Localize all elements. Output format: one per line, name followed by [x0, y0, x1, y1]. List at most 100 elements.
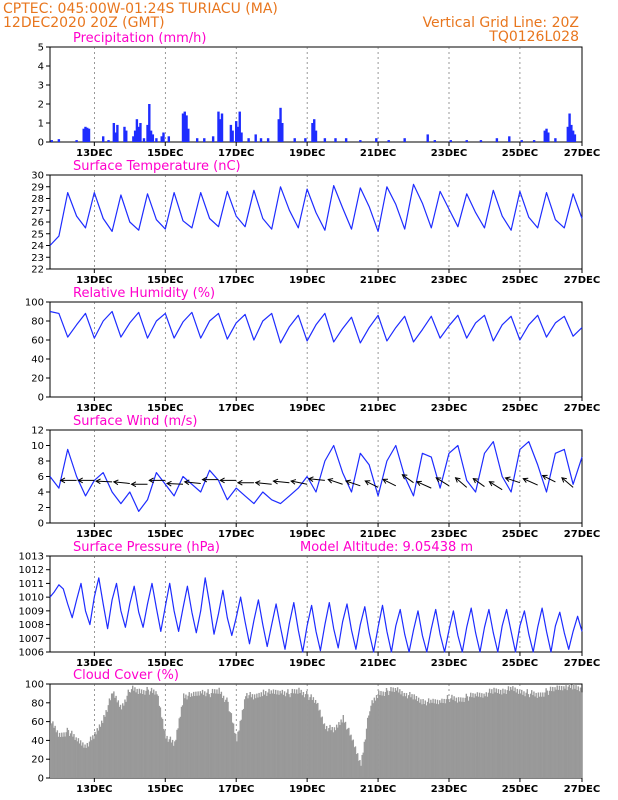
rh-line	[49, 310, 583, 344]
cloud-bar	[560, 685, 563, 778]
cloud-bar	[347, 728, 349, 778]
pres-xtick-label: 15DEC	[147, 658, 183, 669]
wind-arrow-shaft	[291, 480, 308, 485]
wind-arrow-shaft	[308, 478, 325, 481]
wind-ytick-label: 10	[31, 441, 44, 452]
cloud-bar	[484, 696, 486, 778]
precip-bar	[543, 130, 546, 142]
cloud-bar	[543, 696, 545, 778]
precip-bar	[187, 128, 190, 142]
cloud-bar	[306, 690, 308, 778]
cloud-bar	[141, 693, 144, 778]
cloud-bar	[296, 689, 298, 778]
cloud-bar	[545, 688, 547, 778]
wind-arrow-head	[415, 480, 422, 487]
wind-arrow-shaft	[435, 477, 450, 487]
cloud-bar	[75, 737, 77, 778]
cloud-bar	[163, 728, 165, 778]
cloud-bar	[378, 690, 380, 778]
cloud-bar	[277, 690, 279, 778]
pres-xtick-label: 19DEC	[289, 658, 325, 669]
cloud-bar	[578, 691, 581, 778]
cloud-bar	[284, 696, 287, 778]
cloud-bar	[175, 739, 177, 778]
cloud-bar	[256, 693, 258, 778]
temp-xtick-label: 23DEC	[431, 275, 467, 286]
cloud-ytick-label: 40	[31, 736, 44, 747]
wind-arrow-head	[541, 474, 548, 480]
cloud-bar	[268, 688, 270, 778]
cloud-bar	[97, 730, 100, 778]
cloud-bar	[360, 765, 362, 778]
precip-xtick-label: 19DEC	[289, 148, 325, 159]
cloud-bar	[136, 688, 138, 778]
cloud-bar	[343, 722, 346, 778]
cloud-bar	[280, 693, 282, 778]
cloud-bar	[368, 715, 370, 778]
cloud-bar	[555, 689, 557, 778]
cloud-bar	[78, 743, 81, 778]
cloud-bar	[221, 697, 224, 778]
cloud-bar	[98, 724, 101, 778]
precip-bar	[84, 126, 87, 142]
rh-xtick-label: 13DEC	[76, 403, 112, 414]
cloud-bar	[329, 724, 331, 778]
cloud-bar	[574, 688, 576, 778]
cloud-bar	[331, 727, 333, 778]
cloud-bar	[85, 747, 87, 778]
precip-bar	[465, 140, 468, 142]
cloud-bar	[249, 691, 251, 778]
cloud-bar	[122, 703, 124, 778]
cloud-bar	[181, 705, 184, 778]
cloud-bar	[371, 700, 373, 778]
precip-bar	[508, 136, 511, 142]
cloud-bar	[414, 699, 417, 778]
cloud-bar	[247, 698, 249, 778]
wind-arrow-shaft	[255, 482, 272, 485]
wind-arrow-shaft	[184, 481, 201, 484]
cloud-bar	[454, 701, 456, 778]
wind-arrow-head	[364, 480, 371, 486]
cloud-bar	[472, 693, 474, 778]
precip-bar	[50, 140, 53, 142]
precip-bar	[167, 136, 171, 142]
cloud-bar	[261, 696, 264, 778]
cloud-bar	[297, 693, 299, 778]
cloud-bar	[190, 693, 193, 778]
cloud-bar	[113, 691, 115, 778]
cloud-bar	[320, 717, 322, 778]
wind-arrow	[236, 479, 254, 486]
precip-bar	[102, 136, 105, 142]
temp-ytick-label: 24	[31, 241, 44, 252]
temp-panel: Surface Temperature (nC) 2223242526272829…	[31, 159, 600, 286]
cloud-bar	[119, 704, 122, 778]
cloud-bar	[506, 690, 509, 778]
cloud-bar	[222, 695, 225, 778]
cloud-bar	[354, 746, 357, 778]
cloud-bar	[544, 692, 546, 778]
cloud-bar	[71, 730, 73, 778]
header-grid-note: Vertical Grid Line: 20Z	[423, 15, 579, 31]
wind-panel: Surface Wind (m/s) 0 2 4 6 8 10 12 13DEC 15DEC 17D…	[31, 414, 600, 540]
cloud-bar	[485, 692, 487, 778]
cloud-bar	[79, 740, 82, 778]
cloud-bar	[212, 693, 215, 778]
cloud-bar	[546, 690, 548, 778]
cloud-bar	[514, 687, 516, 778]
precip-bar	[229, 124, 233, 142]
cloud-bar	[94, 731, 96, 778]
cloud-bar	[196, 695, 198, 778]
cloud-bar	[118, 706, 121, 778]
cloud-bar	[130, 689, 133, 778]
cloud-bar	[225, 699, 227, 778]
cloud-bar	[328, 728, 330, 778]
cloud-bar	[282, 694, 285, 778]
cloud-bar	[55, 732, 57, 778]
wind-arrow	[254, 480, 272, 486]
pres-ytick-label: 1013	[19, 552, 44, 563]
cloud-bar	[251, 694, 254, 778]
cloud-panel: Cloud Cover (%) 0 20 40 60 80 100 13DEC 15DEC 17D…	[25, 668, 600, 795]
wind-arrow-head	[112, 479, 119, 486]
cloud-bar	[138, 688, 141, 778]
cloud-bar	[243, 699, 246, 778]
